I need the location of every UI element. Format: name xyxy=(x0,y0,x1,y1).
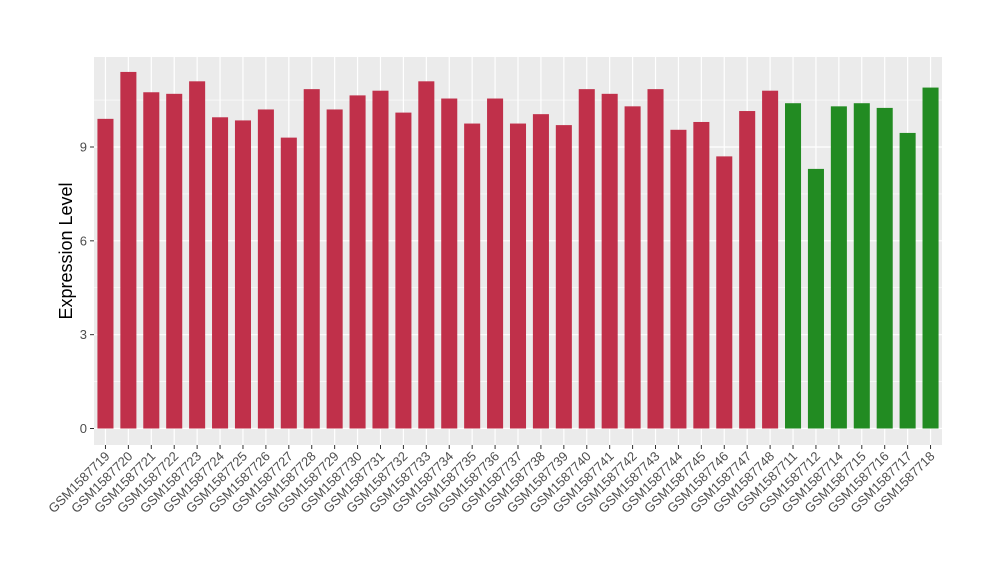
bar xyxy=(257,109,274,429)
bar xyxy=(762,90,779,429)
bar xyxy=(785,103,802,429)
bar xyxy=(830,106,847,429)
bar xyxy=(693,121,710,429)
bar xyxy=(647,89,664,429)
bar xyxy=(807,168,824,429)
bar xyxy=(418,81,435,429)
bar xyxy=(212,117,229,429)
bar xyxy=(326,109,343,429)
bar xyxy=(578,89,595,429)
y-tick-label: 9 xyxy=(80,140,87,155)
bar xyxy=(716,156,733,429)
bar xyxy=(395,112,412,429)
bar xyxy=(509,123,527,429)
y-tick-label: 3 xyxy=(80,327,87,342)
bar xyxy=(189,81,206,429)
y-axis-title: Expression Level xyxy=(56,182,76,319)
bars xyxy=(97,71,939,429)
bar xyxy=(922,87,939,429)
bar xyxy=(441,98,458,429)
bar xyxy=(853,103,870,429)
bar xyxy=(97,118,114,429)
bar xyxy=(280,137,297,429)
bar xyxy=(234,120,251,429)
bar xyxy=(532,114,549,429)
y-tick-label: 0 xyxy=(80,421,87,436)
bar xyxy=(166,93,183,429)
bar xyxy=(143,92,160,429)
y-axis: 0 3 6 9 xyxy=(80,140,94,436)
bar xyxy=(670,129,687,429)
bar xyxy=(624,106,641,429)
bar xyxy=(601,93,618,429)
bar xyxy=(899,132,916,429)
bar xyxy=(555,125,572,429)
bar xyxy=(120,71,137,429)
bar xyxy=(487,98,504,429)
bar xyxy=(876,107,893,429)
bar xyxy=(739,111,756,429)
y-tick-label: 6 xyxy=(80,233,87,248)
bar xyxy=(303,89,320,429)
x-axis: GSM1587719GSM1587720GSM1587721GSM1587722… xyxy=(45,445,938,516)
bar xyxy=(372,90,389,429)
bar xyxy=(464,123,481,429)
bar xyxy=(349,95,366,429)
